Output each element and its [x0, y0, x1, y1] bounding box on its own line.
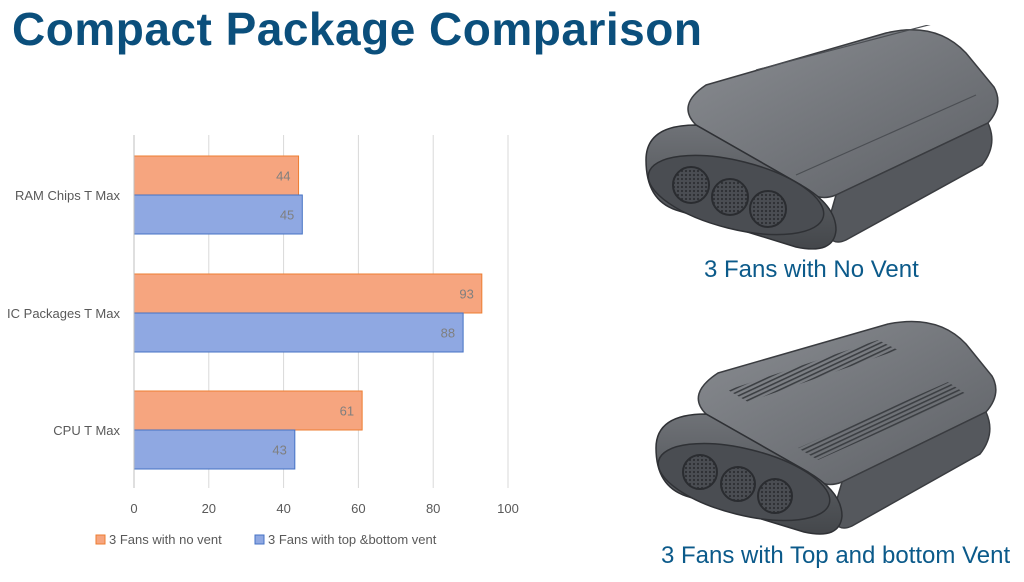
- x-tick-label: 60: [351, 501, 365, 516]
- category-label: IC Packages T Max: [7, 306, 120, 321]
- legend-swatch: [95, 534, 106, 545]
- legend-label: 3 Fans with no vent: [109, 532, 222, 547]
- data-label: 93: [459, 287, 473, 302]
- bar-chart: 0 20 40 60 80 100 44 45 RAM Chips T Max 93 88 IC Pa…: [7, 135, 519, 547]
- bar: [133, 390, 363, 431]
- bar: [133, 429, 296, 470]
- x-tick-label: 100: [497, 501, 519, 516]
- category-label: CPU T Max: [53, 423, 120, 438]
- x-tick-label: 40: [276, 501, 290, 516]
- x-tick-label: 20: [202, 501, 216, 516]
- page-title: Compact Package Comparison: [12, 3, 703, 55]
- caption-no-vent: 3 Fans with No Vent: [704, 256, 919, 283]
- bar: [133, 273, 483, 314]
- data-label: 88: [441, 326, 455, 341]
- x-tick-label: 0: [130, 501, 137, 516]
- data-label: 44: [276, 169, 290, 184]
- enclosure-no-vent-image: [645, 25, 999, 250]
- bar: [133, 312, 464, 353]
- category-label: RAM Chips T Max: [15, 188, 120, 203]
- legend-swatch: [254, 534, 265, 545]
- bar: [133, 194, 303, 235]
- data-label: 43: [272, 443, 286, 458]
- data-label: 45: [280, 208, 294, 223]
- bar: [133, 155, 300, 196]
- caption-top-bottom-vent: 3 Fans with Top and bottom Vent: [661, 542, 1011, 569]
- legend-label: 3 Fans with top &bottom vent: [268, 532, 437, 547]
- x-tick-label: 80: [426, 501, 440, 516]
- enclosure-top-bottom-vent-image: [655, 320, 997, 535]
- data-label: 61: [340, 404, 354, 419]
